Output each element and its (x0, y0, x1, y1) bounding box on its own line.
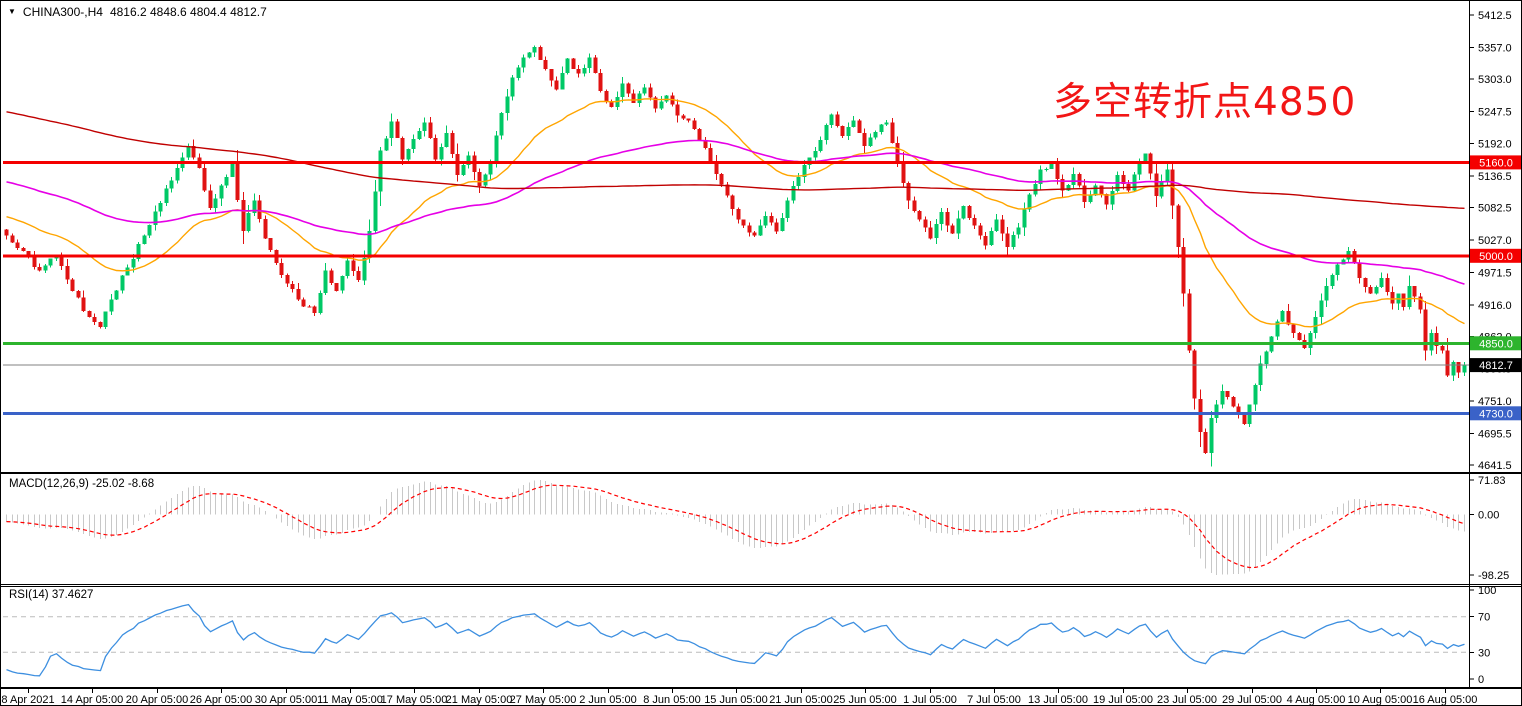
price-axis-label: 4751.0 (1478, 396, 1512, 408)
time-axis-label: 26 Apr 05:00 (190, 694, 252, 706)
time-axis-label: 4 Aug 05:00 (1287, 694, 1346, 706)
price-tag-4730.0: 4730.0 (1470, 406, 1521, 420)
time-scale[interactable]: 8 Apr 2021 14 Apr 05:00 20 Apr 05:00 26 Apr… (1, 689, 1477, 706)
time-axis-label: 10 Aug 05:00 (1348, 694, 1413, 706)
symbol-ohlc-quotes: 4816.2 4848.6 4804.4 4812.7 (109, 5, 267, 19)
macd-histogram (6, 480, 1465, 575)
rsi-axis-label: 0 (1478, 674, 1484, 686)
time-axis-label: 14 Apr 05:00 (61, 694, 123, 706)
time-axis-label: 8 Jun 05:00 (643, 694, 701, 706)
macd-indicator-label: MACD(12,26,9) -25.02 -8.68 (9, 478, 155, 490)
time-axis-label: 27 May 05:00 (510, 694, 577, 706)
time-axis-label: 1 Jul 05:00 (903, 694, 957, 706)
svg-text:4730.0: 4730.0 (1479, 408, 1513, 420)
time-axis-label: 11 May 05:00 (317, 694, 383, 706)
symbol-dropdown-icon[interactable]: ▼ (8, 7, 16, 16)
svg-text:4850.0: 4850.0 (1479, 338, 1513, 350)
price-axis-label: 5412.5 (1478, 10, 1512, 22)
price-tag-5160.0: 5160.0 (1470, 155, 1521, 170)
time-axis-label: 8 Apr 2021 (1, 694, 54, 706)
symbol-name: CHINA300-,H4 (22, 5, 103, 19)
rsi-axis-label: 100 (1478, 585, 1496, 597)
time-axis-label: 23 Jul 05:00 (1157, 694, 1217, 706)
time-axis-label: 21 Jun 05:00 (769, 694, 833, 706)
time-axis-label: 17 May 05:00 (381, 694, 448, 706)
macd-axis-label: 71.83 (1478, 475, 1506, 487)
time-axis-label: 20 Apr 05:00 (126, 694, 188, 706)
price-axis-label: 4971.5 (1478, 267, 1512, 279)
price-axis-label: 4695.5 (1478, 428, 1512, 440)
price-axis-label: 5303.0 (1478, 74, 1512, 86)
time-axis-label: 29 Jul 05:00 (1222, 694, 1282, 706)
time-axis-label: 13 Jul 05:00 (1028, 694, 1088, 706)
price-axis-label: 5082.5 (1478, 203, 1512, 215)
time-axis-label: 2 Jun 05:00 (579, 694, 637, 706)
chart-text-annotation[interactable]: 多空转折点4850 (1053, 80, 1357, 125)
price-axis-label: 5136.5 (1478, 171, 1512, 183)
ma-slow-line (6, 111, 1465, 209)
time-axis-label: 25 Jun 05:00 (833, 694, 897, 706)
time-axis-label: 15 Jun 05:00 (704, 694, 768, 706)
price-tag-4812.7: 4812.7 (1470, 358, 1521, 373)
price-axis-label: 5027.0 (1478, 235, 1512, 247)
svg-text:5160.0: 5160.0 (1479, 157, 1513, 169)
rsi-line (6, 603, 1465, 677)
price-tag-5000.0: 5000.0 (1470, 248, 1521, 263)
rsi-axis-label: 30 (1478, 647, 1490, 659)
price-axis-label: 4916.0 (1478, 300, 1512, 312)
price-axis-label: 5192.0 (1478, 139, 1512, 151)
horizontal-level-lines[interactable] (3, 160, 1469, 415)
price-scale[interactable]: 5412.5 5357.0 5303.0 5247.5 5192.0 5136.5 5082… (1469, 10, 1522, 686)
price-axis-label: 5357.0 (1478, 42, 1512, 54)
time-axis-label: 30 Apr 05:00 (255, 694, 317, 706)
macd-axis-label: -98.25 (1478, 570, 1509, 582)
time-axis-label: 16 Aug 05:00 (1413, 694, 1478, 706)
svg-text:5000.0: 5000.0 (1479, 251, 1513, 263)
candlestick-series (4, 45, 1467, 467)
price-axis-label: 5247.5 (1478, 106, 1512, 118)
rsi-indicator-label: RSI(14) 37.4627 (9, 589, 94, 601)
time-axis-label: 7 Jul 05:00 (967, 694, 1021, 706)
time-axis-label: 21 May 05:00 (446, 694, 513, 706)
time-axis-label: 19 Jul 05:00 (1093, 694, 1153, 706)
symbol-header: ▼ CHINA300-,H4 4816.2 4848.6 4804.4 4812… (8, 5, 267, 19)
svg-text:4812.7: 4812.7 (1479, 360, 1513, 372)
macd-signal-line (6, 484, 1465, 569)
panel-frame (1, 1, 1521, 689)
ma-mid-line (6, 139, 1465, 285)
price-tag-4850.0: 4850.0 (1470, 336, 1521, 350)
ma-fast-line (6, 98, 1465, 328)
rsi-axis-label: 70 (1478, 612, 1490, 624)
macd-axis-label: 0.00 (1478, 510, 1499, 522)
price-axis-label: 4641.5 (1478, 460, 1512, 472)
